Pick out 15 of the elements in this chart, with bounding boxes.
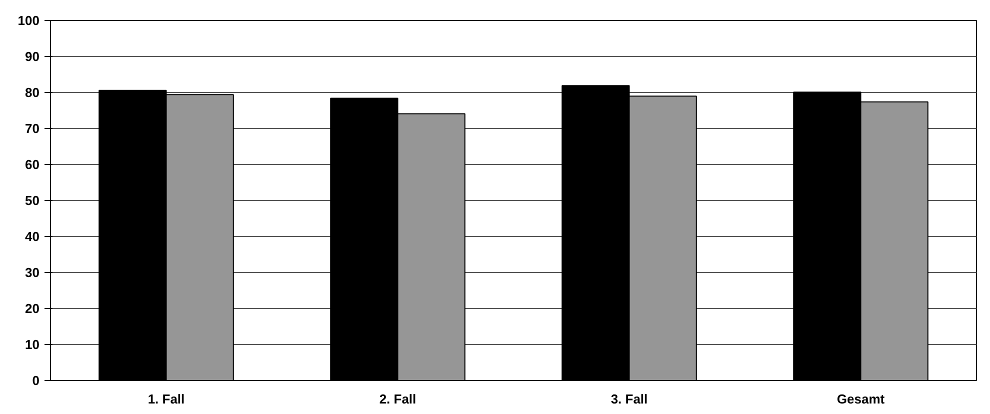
y-tick-label: 30 (25, 265, 40, 280)
y-tick-label: 10 (25, 337, 40, 352)
x-tick-label: 1. Fall (148, 392, 185, 406)
y-tick-label: 60 (25, 157, 40, 172)
y-tick-label: 100 (18, 13, 40, 28)
y-tick-label: 80 (25, 85, 40, 100)
y-tick-label: 70 (25, 121, 40, 136)
y-tick-label: 0 (32, 373, 40, 388)
y-tick-label: 50 (25, 193, 40, 208)
x-tick-label: Gesamt (836, 392, 886, 406)
x-tick-label: 2. Fall (379, 392, 416, 406)
y-tick-label: 40 (25, 229, 40, 244)
y-tick-label: 90 (25, 49, 40, 64)
y-tick-label: 20 (25, 301, 40, 316)
x-tick-label: 3. Fall (610, 392, 648, 406)
